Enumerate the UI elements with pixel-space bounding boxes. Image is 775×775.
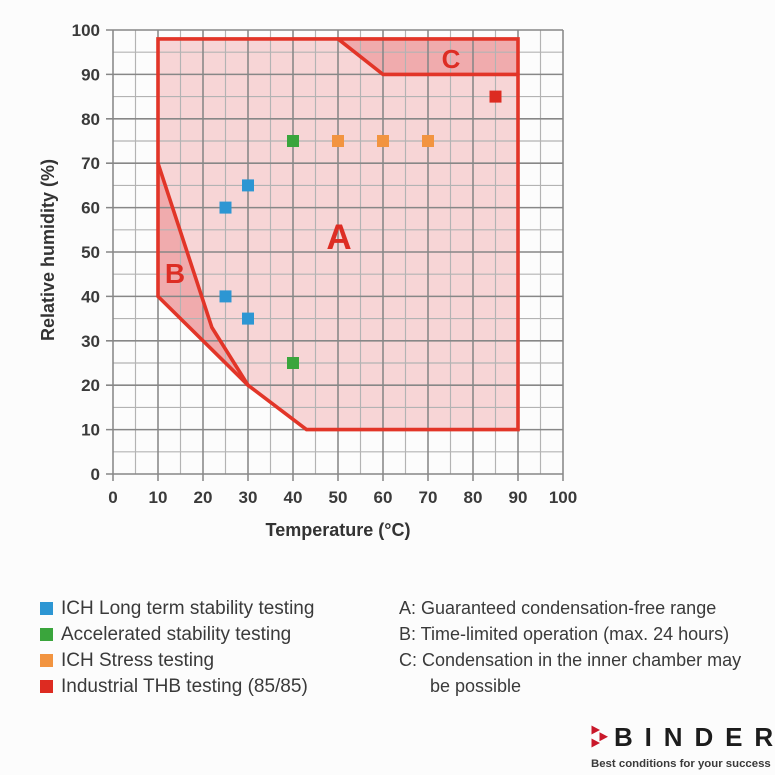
svg-text:90: 90 [81, 65, 100, 84]
svg-text:C: C [442, 44, 461, 74]
svg-text:B: Time-limited operation (max: B: Time-limited operation (max. 24 hours… [399, 624, 729, 644]
svg-text:50: 50 [81, 243, 100, 262]
svg-text:ICH Long term stability testin: ICH Long term stability testing [61, 598, 314, 619]
svg-text:B: B [165, 258, 185, 289]
svg-text:100: 100 [549, 488, 577, 507]
svg-text:60: 60 [374, 488, 393, 507]
svg-text:20: 20 [81, 376, 100, 395]
svg-text:Relative humidity (%): Relative humidity (%) [38, 159, 58, 341]
svg-text:C: Condensation in the inner c: C: Condensation in the inner chamber may [399, 650, 741, 670]
svg-text:A: Guaranteed condensation-fre: A: Guaranteed condensation-free range [399, 598, 716, 618]
svg-text:Best conditions for your succe: Best conditions for your success [591, 758, 771, 770]
svg-text:A: A [326, 218, 351, 257]
svg-text:BINDER: BINDER [614, 722, 775, 752]
svg-text:Accelerated stability testing: Accelerated stability testing [61, 624, 291, 645]
svg-text:70: 70 [81, 154, 100, 173]
svg-text:80: 80 [464, 488, 483, 507]
svg-text:50: 50 [329, 488, 348, 507]
svg-text:40: 40 [81, 287, 100, 306]
svg-text:be possible: be possible [430, 676, 521, 696]
svg-text:90: 90 [509, 488, 528, 507]
svg-text:30: 30 [239, 488, 258, 507]
svg-text:0: 0 [108, 488, 117, 507]
svg-text:30: 30 [81, 332, 100, 351]
svg-text:20: 20 [194, 488, 213, 507]
svg-text:80: 80 [81, 110, 100, 129]
svg-text:10: 10 [149, 488, 168, 507]
svg-text:Temperature (°C): Temperature (°C) [266, 520, 411, 540]
svg-text:ICH Stress testing: ICH Stress testing [61, 650, 214, 671]
svg-text:100: 100 [72, 21, 100, 40]
svg-text:60: 60 [81, 199, 100, 218]
svg-text:0: 0 [91, 465, 100, 484]
svg-text:Industrial THB testing (85/85): Industrial THB testing (85/85) [61, 676, 308, 697]
svg-text:40: 40 [284, 488, 303, 507]
svg-text:70: 70 [419, 488, 438, 507]
svg-text:10: 10 [81, 421, 100, 440]
